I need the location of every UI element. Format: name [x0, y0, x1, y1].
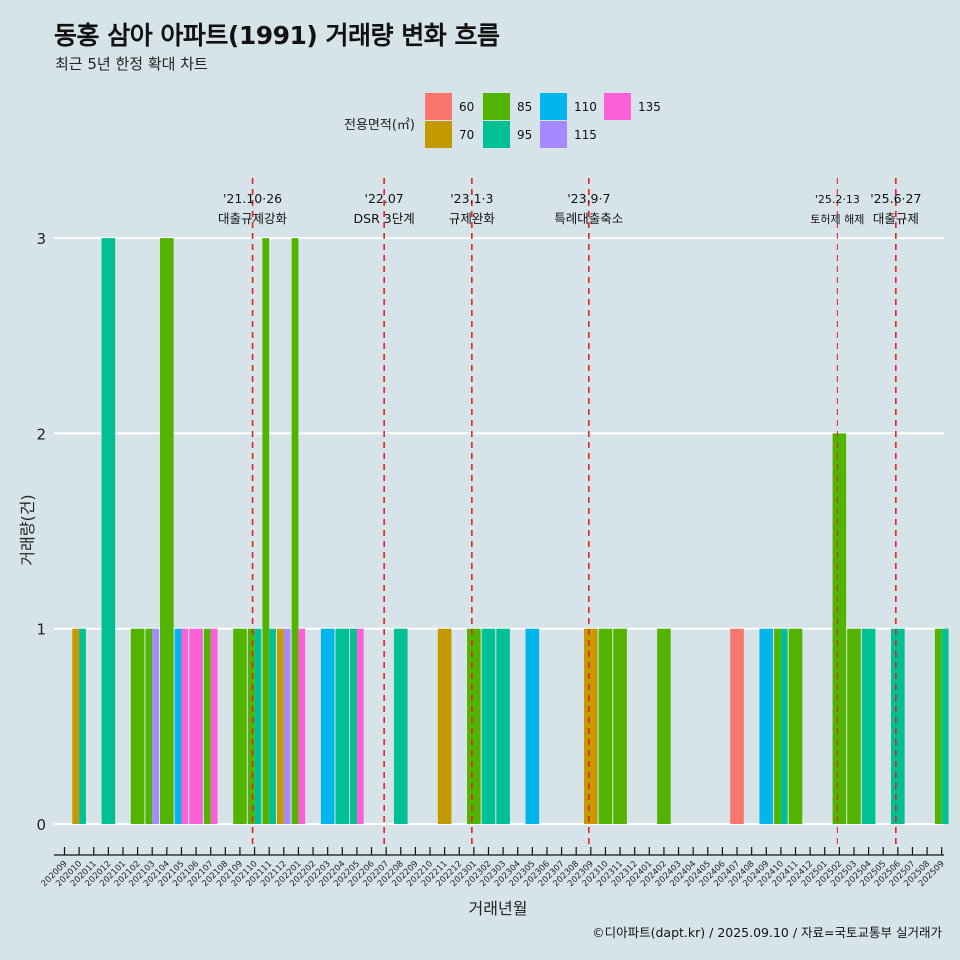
bar-series: [72, 238, 949, 825]
bar-202203-110: [320, 628, 335, 824]
bar-202107-85: [203, 628, 211, 824]
legend-swatch-85: [483, 93, 510, 120]
legend-label-95: 95: [517, 128, 532, 142]
legend: 전용면적(㎡) 60 70 85 95 110 115 135: [344, 93, 661, 148]
event-date: '23.1·3: [450, 191, 493, 206]
chart-subtitle: 최근 5년 한정 확대 차트: [55, 55, 208, 73]
legend-swatch-115: [540, 121, 567, 148]
bar-202211-70: [437, 628, 452, 824]
event-label: DSR 3단계: [354, 211, 415, 226]
legend-label-110: 110: [574, 100, 597, 114]
bar-202107-135: [210, 628, 218, 824]
bar-202105-135: [181, 628, 189, 824]
x-axis-label: 거래년월: [469, 899, 528, 918]
bar-202204-95: [335, 628, 350, 824]
bar-202012-95: [101, 238, 116, 825]
bar-202201-135: [298, 628, 306, 824]
legend-label-135: 135: [638, 100, 661, 114]
event-date: '22.07: [365, 191, 404, 206]
y-tick-label: 3: [36, 230, 46, 248]
legend-swatch-135: [604, 93, 631, 120]
bar-202208-95: [393, 628, 408, 824]
y-axis-ticks: 0 1 2 3: [36, 230, 46, 834]
y-tick-label: 0: [36, 816, 46, 834]
bar-202509-95: [941, 628, 949, 824]
event-label: 특례대출축소: [554, 211, 623, 226]
bar-202110-95: [254, 628, 262, 824]
bar-202111-95: [269, 628, 276, 824]
chart-title: 동홍 삼아 아파트(1991) 거래량 변화 흐름: [54, 21, 500, 50]
bar-202205-135: [356, 628, 364, 824]
bar-202310-85: [598, 628, 613, 824]
bar-202411-85: [788, 628, 803, 824]
bar-202103-115: [152, 628, 160, 824]
event-date: '21.10·26: [223, 191, 282, 206]
bar-202409-110: [759, 628, 774, 824]
event-label: 대출규제강화: [218, 211, 288, 226]
bar-202509-85: [934, 628, 942, 824]
y-axis-label: 거래량(건): [18, 494, 37, 565]
legend-swatch-70: [425, 121, 452, 148]
bar-202109-85: [233, 628, 247, 824]
event-date: '23.9·7: [567, 191, 610, 206]
x-axis: 2020092020102020112020122021012021022021…: [40, 847, 947, 889]
bar-202010-70: [72, 628, 80, 824]
bar-202103-85: [145, 628, 153, 824]
bar-202506-95: [891, 628, 905, 824]
bar-202102-85: [130, 628, 145, 824]
event-date: '25.2·13: [815, 193, 860, 206]
bar-202106-135: [189, 628, 203, 824]
bar-202205-95: [350, 628, 357, 824]
y-tick-label: 2: [36, 425, 46, 443]
bar-202305-110: [525, 628, 540, 824]
bar-202309-70: [584, 628, 598, 824]
bar-202112-115: [283, 628, 291, 824]
event-markers: '21.10·26 대출규제강화 '22.07 DSR 3단계 '23.1·3 규제완화 '…: [218, 178, 921, 848]
y-tick-label: 1: [36, 621, 46, 639]
bar-202112-70: [277, 628, 284, 824]
legend-swatch-95: [483, 121, 510, 148]
bar-202105-110: [174, 628, 182, 824]
bar-202104-85: [160, 238, 174, 825]
bar-202502-85: [832, 433, 847, 824]
bar-202303-95: [496, 628, 510, 824]
bar-202301-85: [467, 628, 481, 824]
bar-202110-85: [247, 628, 255, 824]
bar-202111-85: [262, 238, 270, 825]
bar-202010-95: [79, 628, 86, 824]
event-label: 토허제 해제: [810, 212, 864, 226]
bar-202503-85: [847, 628, 861, 824]
event-label: 규제완화: [449, 211, 496, 226]
bar-202201-85: [291, 238, 299, 825]
legend-label-60: 60: [459, 100, 474, 114]
legend-label-115: 115: [574, 128, 597, 142]
bar-202402-85: [657, 628, 671, 824]
bar-202302-95: [481, 628, 496, 824]
bar-202410-95: [780, 628, 788, 824]
legend-swatch-110: [540, 93, 567, 120]
bar-202311-85: [613, 628, 627, 824]
bar-202410-85: [774, 628, 781, 824]
legend-label-70: 70: [459, 128, 474, 142]
legend-title: 전용면적(㎡): [344, 118, 415, 133]
event-label: 대출규제: [873, 211, 919, 226]
bar-202407-60: [730, 628, 744, 824]
source-caption: ©디아파트(dapt.kr) / 2025.09.10 / 자료=국토교통부 실…: [592, 925, 942, 940]
legend-swatch-60: [425, 93, 452, 120]
event-date: '25.6·27: [870, 191, 921, 206]
bar-202504-95: [861, 628, 876, 824]
legend-label-85: 85: [517, 100, 532, 114]
